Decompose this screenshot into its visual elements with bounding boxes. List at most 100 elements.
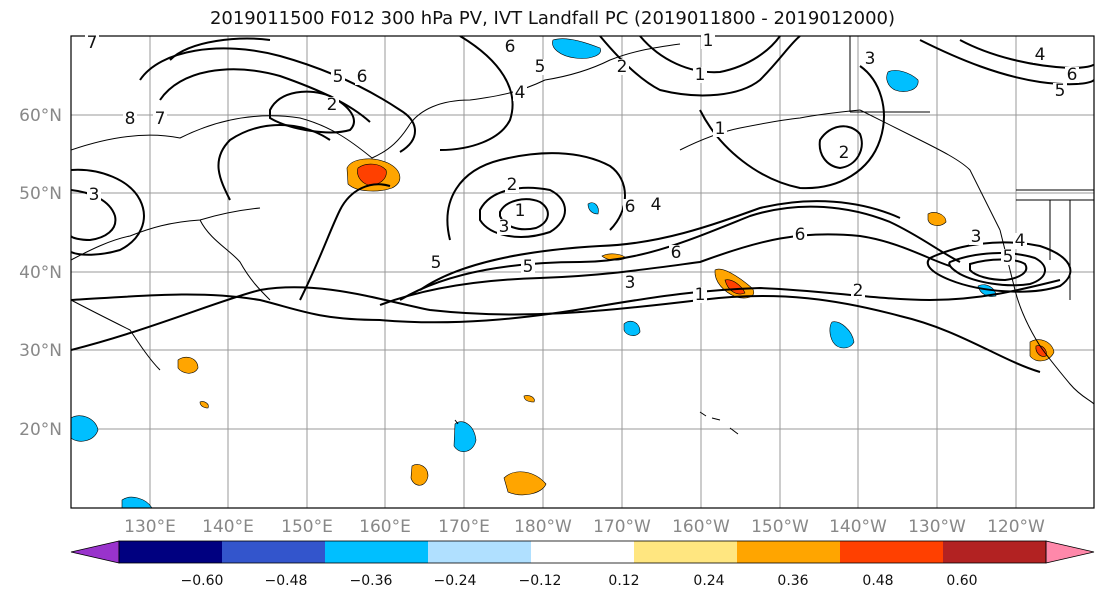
map-border bbox=[70, 35, 1095, 509]
contour-label: 3 bbox=[971, 227, 982, 247]
contour-label-bg bbox=[533, 59, 547, 75]
contour-label-bg bbox=[497, 219, 511, 235]
pv-contours bbox=[71, 36, 1094, 373]
contour-label: 3 bbox=[89, 185, 100, 205]
colorbar bbox=[70, 540, 1095, 564]
contour-label-bg bbox=[1033, 47, 1047, 63]
cb-label-2: −0.36 bbox=[350, 573, 393, 589]
lon-label-180w: 180°W bbox=[514, 517, 572, 537]
contour-label: 6 bbox=[671, 243, 682, 263]
contour-label-bg bbox=[1065, 67, 1079, 83]
shade-small-orange3 bbox=[199, 401, 209, 409]
shade-baja-core bbox=[1035, 345, 1047, 357]
contour-label-bg bbox=[429, 255, 443, 271]
shade-gulf-core bbox=[724, 279, 746, 295]
contour-label: 2 bbox=[327, 95, 338, 115]
shade-pac-mid bbox=[829, 321, 855, 349]
contour-label-bg bbox=[649, 197, 663, 213]
contour-label-bg bbox=[793, 227, 807, 243]
contour-label-bg bbox=[615, 59, 629, 75]
contour-label: 5 bbox=[431, 253, 442, 273]
contour-label: 2 bbox=[617, 57, 628, 77]
shade-small-orange2 bbox=[523, 395, 535, 403]
lat-label-40: 40°N bbox=[19, 263, 62, 283]
gridlines bbox=[71, 36, 1094, 508]
cb-label-6: 0.24 bbox=[693, 573, 724, 589]
colorbar-bin bbox=[531, 541, 635, 563]
contour-label-bg bbox=[325, 97, 339, 113]
shade-mid-blue bbox=[623, 320, 641, 336]
contour-label-bg bbox=[837, 145, 851, 161]
contour-label: 5 bbox=[535, 57, 546, 77]
shade-wp-orange bbox=[177, 356, 199, 374]
colorbar-outline bbox=[118, 540, 1047, 564]
colorbar-bin bbox=[428, 541, 532, 563]
cb-label-9: 0.60 bbox=[946, 573, 977, 589]
contour-label-bg bbox=[693, 67, 707, 83]
map-title: 2019011500 F012 300 hPa PV, IVT Landfall… bbox=[209, 8, 896, 29]
lon-label-170w: 170°W bbox=[593, 517, 651, 537]
lon-label-150e: 150°E bbox=[281, 517, 333, 537]
contour-label: 5 bbox=[1003, 247, 1014, 267]
contour-label-bg bbox=[503, 39, 517, 55]
contour-label: 1 bbox=[715, 119, 726, 139]
contour-label: 6 bbox=[357, 67, 368, 87]
shade-kamchatka-core bbox=[357, 163, 387, 186]
contour-label-bg bbox=[713, 121, 727, 137]
colorbar-bin bbox=[943, 541, 1047, 563]
shade-south-pacific bbox=[503, 471, 547, 496]
contour-label: 4 bbox=[1015, 231, 1026, 251]
contour-label-bg bbox=[623, 199, 637, 215]
contour-label: 2 bbox=[839, 143, 850, 163]
lon-label-140e: 140°E bbox=[202, 517, 254, 537]
contour-label: 6 bbox=[795, 225, 806, 245]
contour-label: 2 bbox=[507, 175, 518, 195]
ivt-shading bbox=[71, 38, 1055, 508]
cb-label-5: 0.12 bbox=[608, 573, 639, 589]
contour-label-bg bbox=[123, 111, 137, 127]
contour-label: 8 bbox=[125, 109, 136, 129]
colorbar-bin bbox=[840, 541, 944, 563]
contour-label: 5 bbox=[333, 67, 344, 87]
contour-label-bg bbox=[85, 35, 99, 51]
shade-marshall bbox=[410, 464, 429, 486]
colorbar-labels: −0.60 −0.48 −0.36 −0.24 −0.12 0.12 0.24 … bbox=[181, 573, 978, 589]
shade-cal-small bbox=[927, 212, 947, 226]
shade-hawaii-west bbox=[453, 421, 477, 452]
contour-label-bg bbox=[693, 287, 707, 303]
lat-label-60: 60°N bbox=[19, 106, 62, 126]
contour-label: 5 bbox=[523, 257, 534, 277]
contour-label: 3 bbox=[625, 273, 636, 293]
lon-label-170e: 170°E bbox=[438, 517, 490, 537]
contour-label-bg bbox=[1001, 249, 1015, 265]
lon-label-120w: 120°W bbox=[987, 517, 1045, 537]
contour-label: 7 bbox=[87, 33, 98, 53]
lon-label-130w: 130°W bbox=[908, 517, 966, 537]
contour-label: 3 bbox=[865, 49, 876, 69]
contour-label-bg bbox=[505, 177, 519, 193]
contour-label-bg bbox=[513, 203, 527, 219]
contour-label-bg bbox=[1013, 233, 1027, 249]
lat-label-20: 20°N bbox=[19, 420, 62, 440]
contour-label-bg bbox=[355, 69, 369, 85]
contour-label-bg bbox=[1053, 83, 1067, 99]
cb-label-3: −0.24 bbox=[434, 573, 477, 589]
shade-alaska-ne bbox=[886, 70, 919, 92]
contour-label-bg bbox=[331, 69, 345, 85]
colorbar-bin bbox=[222, 541, 326, 563]
contour-label: 4 bbox=[515, 83, 526, 103]
contour-label-bg bbox=[153, 111, 167, 127]
contour-label-bg bbox=[969, 229, 983, 245]
contour-label: 1 bbox=[703, 31, 714, 51]
lon-label-140w: 140°W bbox=[829, 517, 887, 537]
cb-label-8: 0.48 bbox=[862, 573, 893, 589]
contour-label-bg bbox=[851, 283, 865, 299]
contour-label-bg bbox=[521, 259, 535, 275]
contour-label: 6 bbox=[505, 37, 516, 57]
lon-label-150w: 150°W bbox=[751, 517, 809, 537]
cb-label-0: −0.60 bbox=[181, 573, 224, 589]
shade-sea-okhotsk bbox=[552, 38, 601, 59]
colorbar-bin bbox=[119, 541, 223, 563]
